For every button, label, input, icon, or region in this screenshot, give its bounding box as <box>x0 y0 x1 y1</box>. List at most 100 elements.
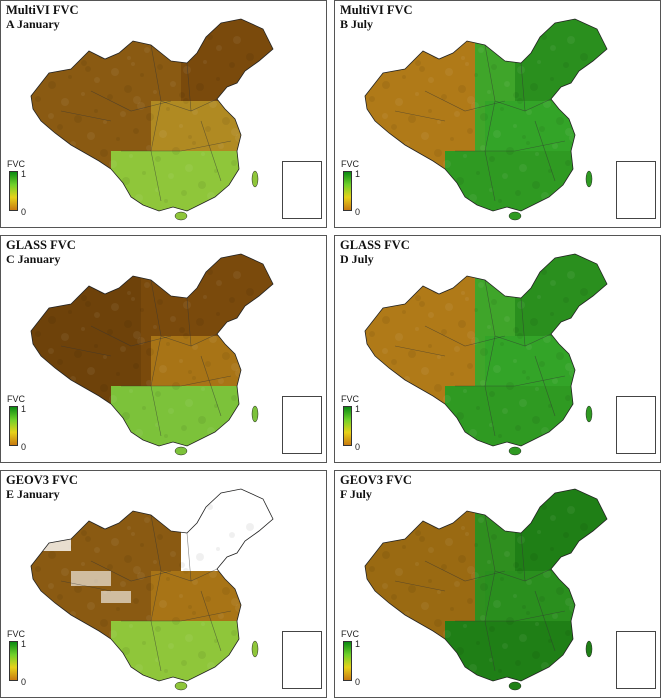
province-boundary <box>60 580 112 592</box>
province-boundary <box>520 532 526 582</box>
fvc-legend: FVC 1 0 <box>7 629 37 691</box>
hainan-island <box>508 446 522 456</box>
panel-d: GLASS FVC D July FVC 1 0 <box>334 235 661 463</box>
legend-label: FVC <box>341 394 359 404</box>
legend-colorbar <box>343 171 352 211</box>
legend-max: 1 <box>21 639 27 649</box>
panel-a: MultiVI FVC A January FVC 1 0 <box>0 0 327 228</box>
panel-subtitle: A January <box>6 17 60 31</box>
province-boundary <box>186 62 192 112</box>
panel-title: GLASS FVC <box>340 238 410 252</box>
country-outline <box>30 18 274 212</box>
province-boundary <box>121 610 232 622</box>
legend-min: 0 <box>21 442 27 452</box>
panel-subtitle: C January <box>6 252 61 266</box>
legend-min: 0 <box>21 677 27 687</box>
province-boundary <box>90 325 172 347</box>
province-boundary <box>424 325 506 347</box>
province-boundary <box>494 98 552 112</box>
south-china-sea-inset <box>282 396 322 454</box>
province-boundary <box>60 345 112 357</box>
hainan-island <box>508 681 522 691</box>
fvc-raster <box>365 19 607 211</box>
province-boundary <box>160 568 218 582</box>
panel-subtitle: E January <box>6 487 60 501</box>
province-boundary <box>484 150 496 202</box>
province-boundary <box>121 140 232 152</box>
province-boundary <box>150 150 162 202</box>
legend-colorbar <box>343 406 352 446</box>
province-boundary <box>394 110 446 122</box>
province-boundary <box>424 560 506 582</box>
province-boundary <box>455 610 566 622</box>
legend-max: 1 <box>21 404 27 414</box>
south-china-sea-inset <box>282 631 322 689</box>
taiwan-island <box>251 640 259 658</box>
taiwan-island <box>585 170 593 188</box>
legend-colorbar <box>9 171 18 211</box>
south-china-sea-inset <box>616 161 656 219</box>
panel-f: GEOV3 FVC F July FVC 1 0 <box>334 470 661 698</box>
legend-colorbar <box>9 641 18 681</box>
map-d <box>364 253 608 456</box>
fvc-legend: FVC 1 0 <box>341 159 371 221</box>
map-b <box>364 18 608 221</box>
legend-min: 0 <box>355 207 361 217</box>
legend-max: 1 <box>21 169 27 179</box>
province-boundary <box>484 620 496 672</box>
panel-title: MultiVI FVC <box>6 3 79 17</box>
hainan-island <box>508 211 522 221</box>
map-c <box>30 253 274 456</box>
province-boundary <box>534 355 556 417</box>
province-boundary <box>534 120 556 182</box>
country-outline <box>30 488 274 682</box>
country-outline <box>364 253 608 447</box>
panel-b: MultiVI FVC B July FVC 1 0 <box>334 0 661 228</box>
panel-title: MultiVI FVC <box>340 3 413 17</box>
panel-subtitle: B July <box>340 17 374 31</box>
panel-subtitle: D July <box>340 252 374 266</box>
province-boundary <box>90 560 172 582</box>
province-boundary <box>494 333 552 347</box>
province-boundary <box>160 333 218 347</box>
map-f <box>364 488 608 691</box>
legend-label: FVC <box>7 394 25 404</box>
map-a <box>30 18 274 221</box>
south-china-sea-inset <box>616 396 656 454</box>
province-boundary <box>60 110 112 122</box>
province-boundary <box>455 140 566 152</box>
legend-label: FVC <box>341 159 359 169</box>
taiwan-island <box>585 405 593 423</box>
hainan-island <box>174 446 188 456</box>
panel-c: GLASS FVC C January FVC 1 0 <box>0 235 327 463</box>
province-boundary <box>534 590 556 652</box>
province-boundary <box>200 590 222 652</box>
panel-title: GEOV3 FVC <box>340 473 412 487</box>
legend-max: 1 <box>355 639 361 649</box>
province-boundary <box>520 62 526 112</box>
province-boundary <box>200 120 222 182</box>
fvc-legend: FVC 1 0 <box>341 629 371 691</box>
province-boundary <box>200 355 222 417</box>
fvc-legend: FVC 1 0 <box>7 394 37 456</box>
province-boundary <box>150 385 162 437</box>
fvc-raster <box>31 19 273 211</box>
legend-colorbar <box>9 406 18 446</box>
panel-title: GEOV3 FVC <box>6 473 78 487</box>
panel-title: GLASS FVC <box>6 238 76 252</box>
legend-colorbar <box>343 641 352 681</box>
fvc-raster <box>365 489 607 681</box>
legend-max: 1 <box>355 169 361 179</box>
province-boundary <box>90 90 172 112</box>
legend-label: FVC <box>7 159 25 169</box>
province-boundary <box>494 568 552 582</box>
panel-e: GEOV3 FVC E January FVC 1 0 <box>0 470 327 698</box>
province-boundary <box>455 375 566 387</box>
province-boundary <box>186 297 192 347</box>
fvc-legend: FVC 1 0 <box>341 394 371 456</box>
hainan-island <box>174 211 188 221</box>
taiwan-island <box>251 405 259 423</box>
legend-min: 0 <box>355 677 361 687</box>
province-boundary <box>160 98 218 112</box>
